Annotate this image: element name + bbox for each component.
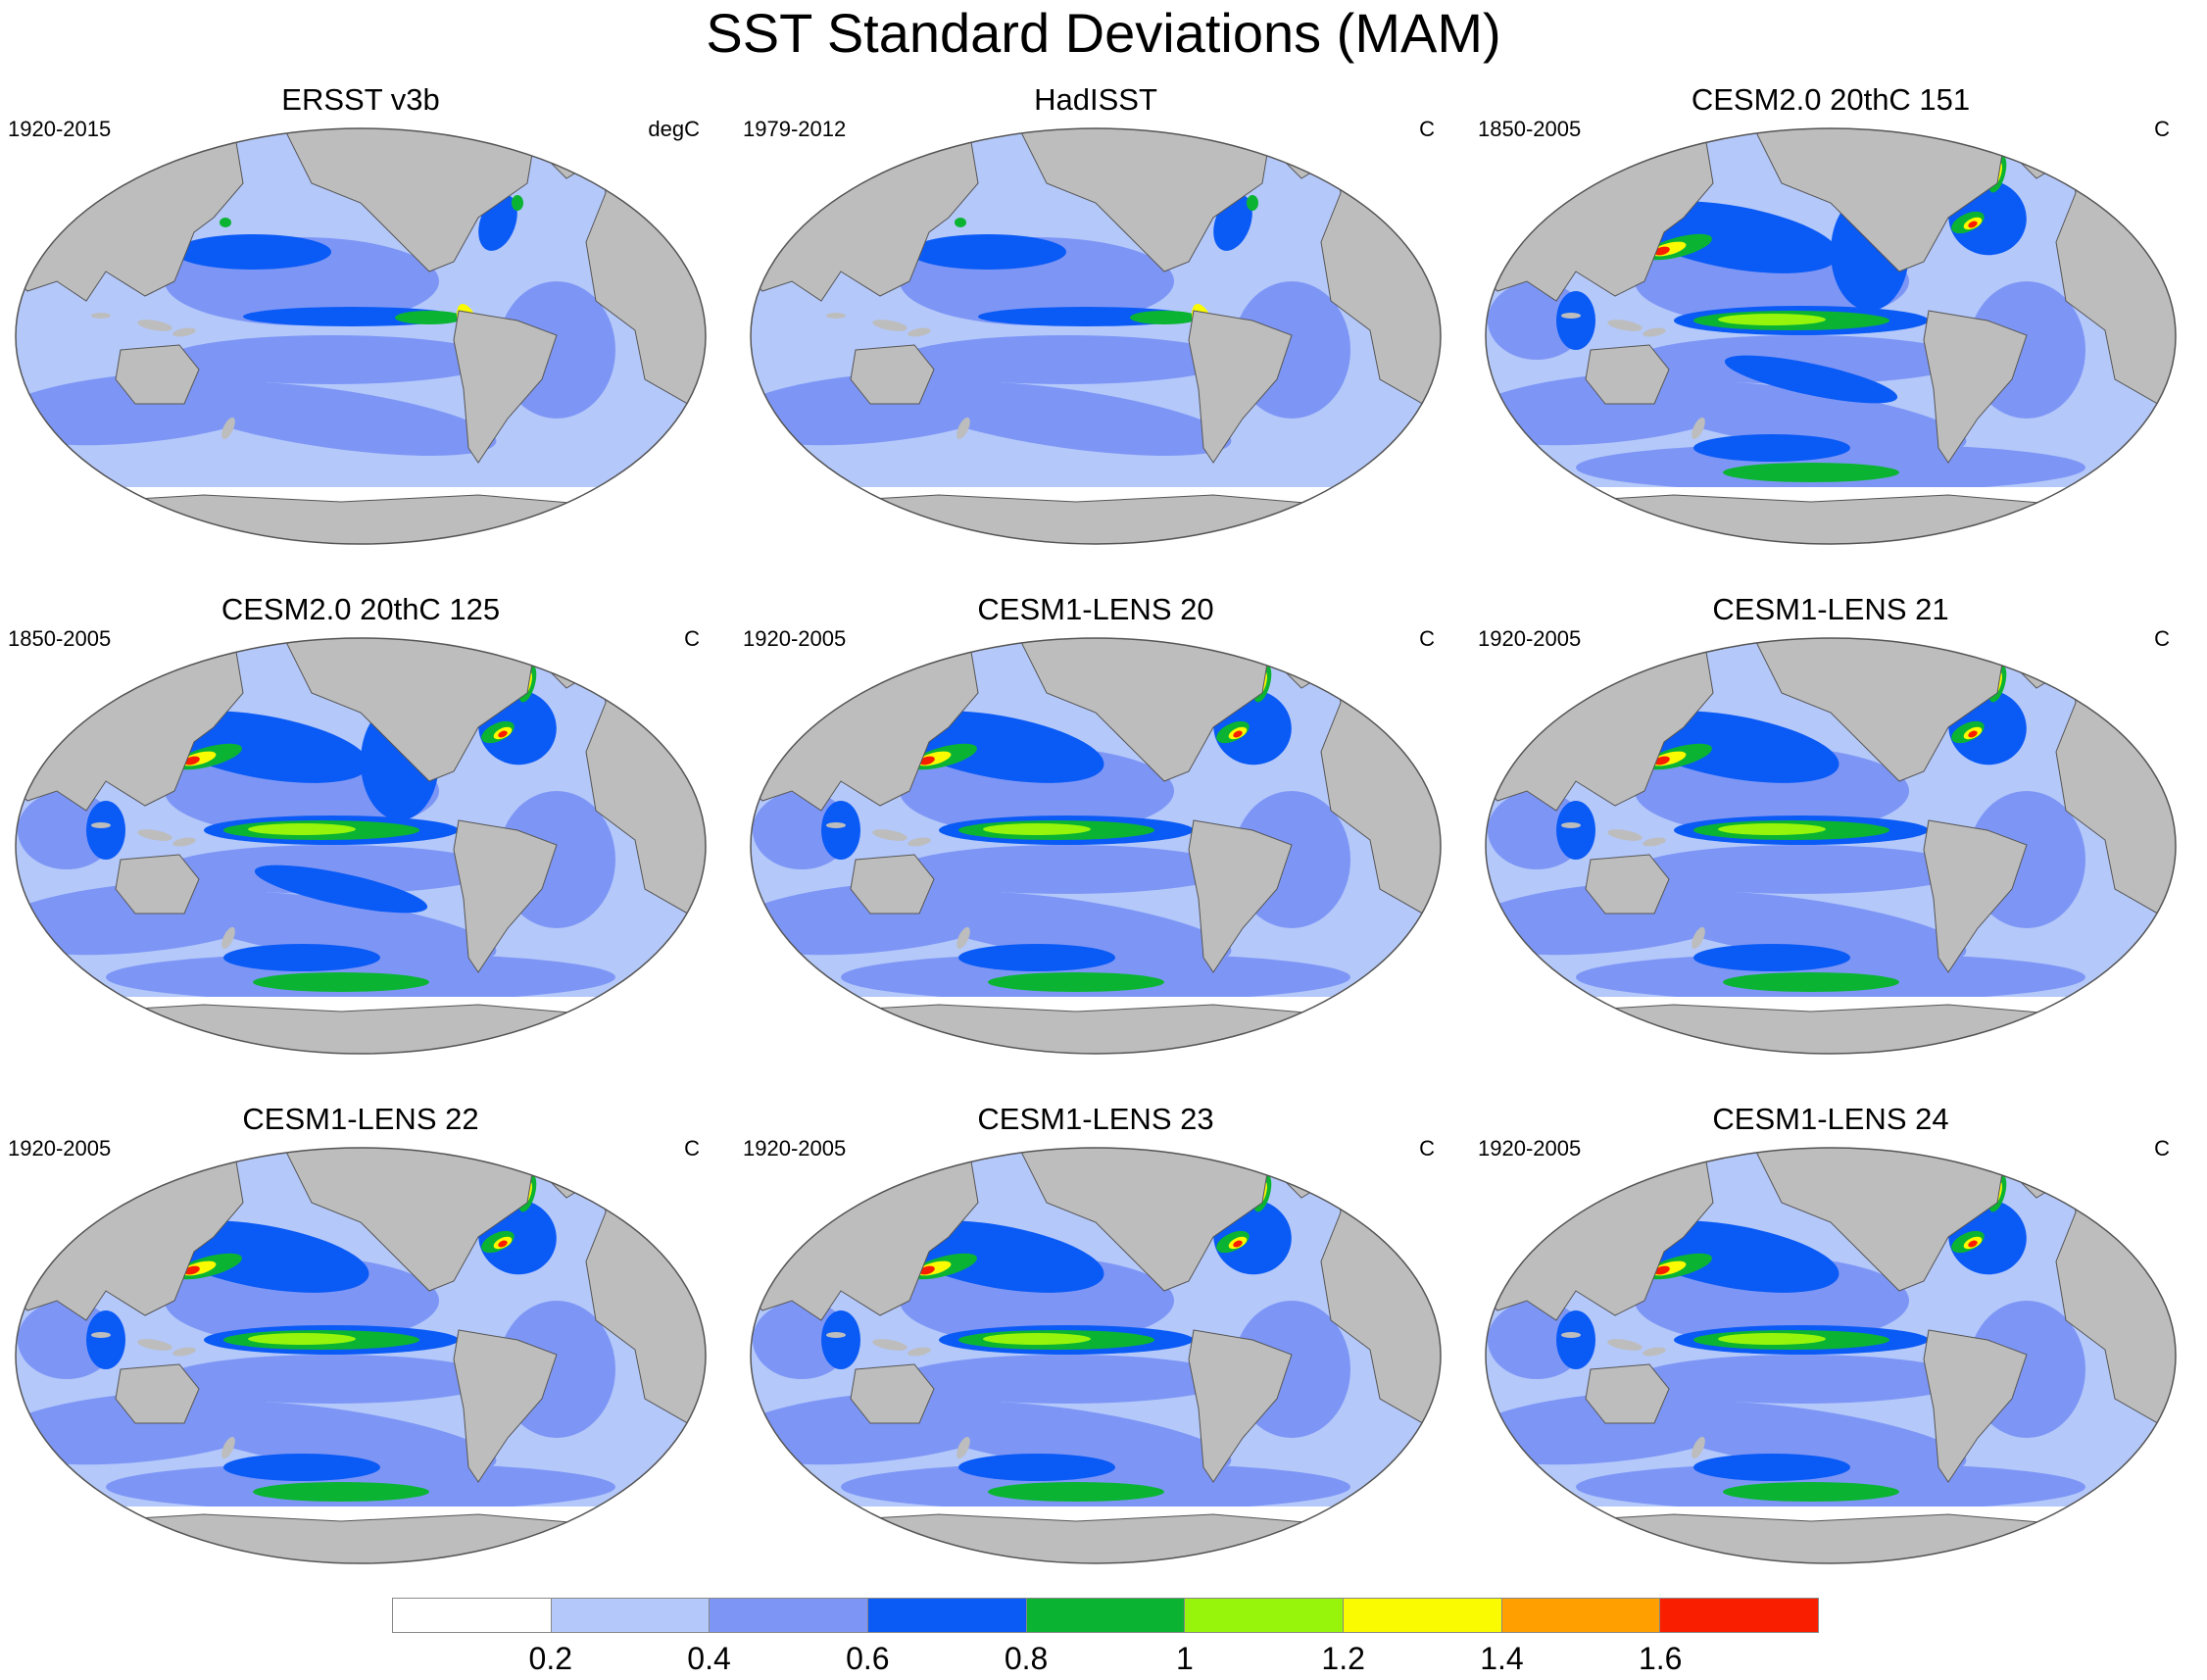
sst-map: [1485, 637, 2177, 1055]
colorbar-ticks: 0.2 0.4 0.6 0.8 1 1.2 1.4 1.6: [392, 1641, 1819, 1680]
colorbar-tick-label: 0.8: [1004, 1641, 1049, 1676]
sst-map: [1485, 1147, 2177, 1564]
sst-map: [15, 1147, 707, 1564]
sst-map: [750, 637, 1442, 1055]
panel-title: CESM1-LENS 24: [1712, 1102, 1949, 1136]
panel-units: C: [1419, 626, 1435, 651]
panel-period: 1920-2005: [743, 626, 847, 651]
map-panel: HadISST 1979-2012 C: [743, 82, 1448, 545]
map-panel: CESM1-LENS 24 1920-2005 C: [1478, 1102, 2183, 1564]
panel-units: C: [684, 1136, 700, 1161]
map-panel: CESM2.0 20thC 151 1850-2005 C: [1478, 82, 2183, 545]
panel-title: ERSST v3b: [281, 82, 440, 117]
colorbar-tick-label: 0.6: [846, 1641, 890, 1676]
colorbar: [392, 1598, 1820, 1633]
panel-period: 1920-2005: [1478, 1136, 1582, 1161]
colorbar-segment: [1184, 1598, 1344, 1633]
colorbar-segment: [392, 1598, 551, 1633]
map-panel: CESM2.0 20thC 125 1850-2005 C: [8, 592, 713, 1055]
sst-map: [15, 127, 707, 545]
panel-title: CESM1-LENS 20: [977, 592, 1214, 626]
panel-period: 1850-2005: [8, 626, 112, 651]
sst-map: [1485, 127, 2177, 545]
panel-title: HadISST: [1034, 82, 1157, 117]
panel-period: 1979-2012: [743, 117, 847, 141]
panel-title: CESM1-LENS 21: [1712, 592, 1949, 626]
colorbar-tick-label: 0.4: [687, 1641, 731, 1676]
sst-map: [750, 1147, 1442, 1564]
panel-units: C: [684, 626, 700, 651]
colorbar-tick-label: 1.6: [1638, 1641, 1683, 1676]
panel-period: 1920-2005: [743, 1136, 847, 1161]
colorbar-segment: [1500, 1598, 1660, 1633]
panel-units: degC: [648, 117, 700, 141]
colorbar-segment: [709, 1598, 868, 1633]
panel-period: 1850-2005: [1478, 117, 1582, 141]
page-title: SST Standard Deviations (MAM): [706, 2, 1501, 64]
map-panel: CESM1-LENS 21 1920-2005 C: [1478, 592, 2183, 1055]
panel-title: CESM2.0 20thC 125: [221, 592, 501, 626]
sst-map: [15, 637, 707, 1055]
colorbar-segment: [1659, 1598, 1820, 1633]
panel-title: CESM1-LENS 23: [977, 1102, 1214, 1136]
panel-units: C: [1419, 117, 1435, 141]
colorbar-tick-label: 1.2: [1321, 1641, 1365, 1676]
panel-period: 1920-2015: [8, 117, 112, 141]
colorbar-segment: [867, 1598, 1026, 1633]
panel-units: C: [2154, 117, 2170, 141]
panel-units: C: [2154, 626, 2170, 651]
map-panel: CESM1-LENS 22 1920-2005 C: [8, 1102, 713, 1564]
map-panel: ERSST v3b 1920-2015 degC: [8, 82, 713, 545]
colorbar-segment: [1025, 1598, 1185, 1633]
panel-title: CESM1-LENS 22: [242, 1102, 479, 1136]
map-panel: CESM1-LENS 20 1920-2005 C: [743, 592, 1448, 1055]
sst-map: [750, 127, 1442, 545]
panel-period: 1920-2005: [1478, 626, 1582, 651]
colorbar-segment: [1343, 1598, 1501, 1633]
panel-units: C: [2154, 1136, 2170, 1161]
colorbar-tick-label: 1.4: [1480, 1641, 1524, 1676]
panel-period: 1920-2005: [8, 1136, 112, 1161]
panel-title: CESM2.0 20thC 151: [1691, 82, 1971, 117]
panel-units: C: [1419, 1136, 1435, 1161]
colorbar-tick-label: 0.2: [528, 1641, 573, 1676]
map-panel: CESM1-LENS 23 1920-2005 C: [743, 1102, 1448, 1564]
colorbar-segment: [550, 1598, 710, 1633]
colorbar-tick-label: 1: [1175, 1641, 1194, 1676]
